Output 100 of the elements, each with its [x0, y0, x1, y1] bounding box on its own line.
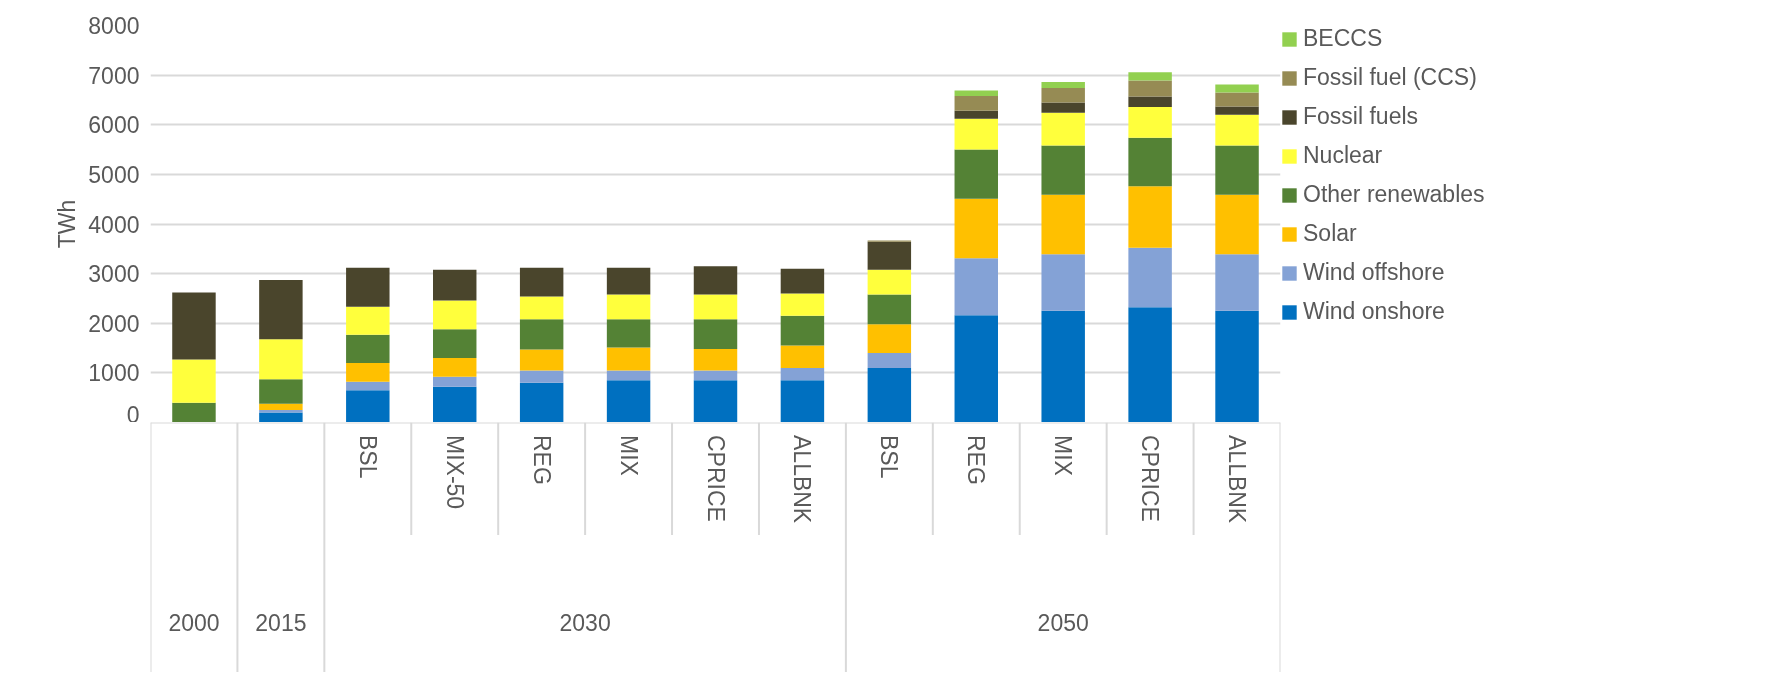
- legend-label: Solar: [1303, 220, 1357, 247]
- x-tick-label: MIX-50: [441, 435, 468, 510]
- bar: [867, 294, 912, 325]
- bar: [867, 353, 912, 368]
- x-tick-label: BSL: [354, 435, 381, 479]
- y-axis-title: TWh: [54, 199, 81, 249]
- bar: [1128, 307, 1172, 422]
- y-tick-label: 7000: [88, 62, 140, 89]
- legend-label: Wind onshore: [1303, 298, 1445, 325]
- bar: [519, 319, 564, 350]
- bar: [1215, 310, 1259, 422]
- x-tick-label: CPRICE: [1137, 435, 1164, 522]
- bar: [606, 370, 651, 381]
- bar: [433, 329, 477, 358]
- bar: [1041, 112, 1085, 146]
- bar: [867, 324, 912, 354]
- bar: [433, 376, 477, 387]
- bar: [433, 269, 477, 301]
- bar: [172, 292, 216, 360]
- text: 2050: [1037, 610, 1089, 636]
- bar: [172, 402, 216, 422]
- bar: [433, 386, 477, 422]
- bar: [606, 319, 651, 348]
- bar: [1128, 186, 1172, 248]
- bar: [954, 118, 998, 150]
- bar: [780, 268, 825, 294]
- bar: [780, 345, 825, 368]
- bar: [1128, 247, 1172, 308]
- bar: [1215, 106, 1259, 115]
- y-tick-label: 1000: [88, 360, 140, 387]
- bar: [693, 380, 738, 422]
- bar: [606, 380, 651, 422]
- bar: [693, 370, 738, 381]
- bar: [1041, 102, 1085, 113]
- bar: [954, 110, 998, 119]
- legend-label: Fossil fuel (CCS): [1303, 64, 1477, 91]
- bar: [433, 357, 477, 377]
- legend-label: Fossil fuels: [1303, 103, 1419, 130]
- y-tick-label: 5000: [88, 161, 140, 188]
- y-tick-label: 2000: [88, 310, 140, 337]
- bar: [1041, 310, 1085, 422]
- bar: [693, 349, 738, 371]
- bar: [1128, 72, 1172, 81]
- bar: [259, 403, 303, 411]
- bar: [433, 300, 477, 330]
- bar: [606, 267, 651, 295]
- bar: [780, 380, 825, 422]
- x-tick-label: CPRICE: [702, 435, 729, 522]
- legend-label: BECCS: [1303, 25, 1383, 52]
- y-tick-label: 6000: [88, 112, 140, 139]
- bar: [519, 296, 564, 320]
- bar: [259, 412, 303, 422]
- bar: [1041, 88, 1085, 103]
- x-tick-label: MIX: [615, 435, 642, 476]
- bar: [259, 339, 303, 380]
- bar: [1128, 80, 1172, 97]
- bar: [1041, 145, 1085, 195]
- bar: [259, 280, 303, 340]
- bar: [519, 349, 564, 371]
- bar: [954, 95, 998, 111]
- legend-label: Other renewables: [1303, 181, 1485, 208]
- bar: [867, 241, 912, 270]
- bar: [693, 319, 738, 350]
- bar: [346, 306, 390, 335]
- bar: [519, 267, 564, 297]
- bar: [606, 294, 651, 320]
- bar: [1215, 114, 1259, 146]
- y-tick-label: 8000: [88, 13, 140, 39]
- bar: [693, 294, 738, 320]
- bar: [1215, 145, 1259, 195]
- bar: [1041, 82, 1085, 89]
- bar: [780, 367, 825, 381]
- x-tick-label: MIX: [1050, 435, 1077, 476]
- bar: [1041, 194, 1085, 255]
- text: 2030: [559, 610, 611, 636]
- bar: [346, 334, 390, 363]
- bar: [867, 367, 912, 422]
- bar: [346, 267, 390, 307]
- legend-label: Wind offshore: [1303, 259, 1445, 286]
- bar: [1215, 92, 1259, 107]
- bar: [1215, 194, 1259, 255]
- y-tick-label: 3000: [88, 261, 140, 288]
- bar: [346, 362, 390, 382]
- bar: [780, 293, 825, 316]
- legend-label: Nuclear: [1303, 142, 1383, 169]
- bar: [346, 390, 390, 422]
- bar: [1215, 254, 1259, 311]
- x-tick-label: ALLBNK: [789, 435, 816, 524]
- text: 2000: [168, 610, 220, 636]
- bar: [954, 198, 998, 259]
- bar: [1128, 106, 1172, 138]
- x-tick-label: ALLBNK: [1224, 435, 1251, 524]
- bar: [1128, 96, 1172, 107]
- bar: [780, 315, 825, 346]
- x-tick-label: REG: [963, 435, 990, 485]
- bar: [954, 315, 998, 422]
- bar: [259, 410, 303, 413]
- bar: [1128, 137, 1172, 187]
- x-tick-label: BSL: [876, 435, 903, 479]
- bar: [346, 381, 390, 391]
